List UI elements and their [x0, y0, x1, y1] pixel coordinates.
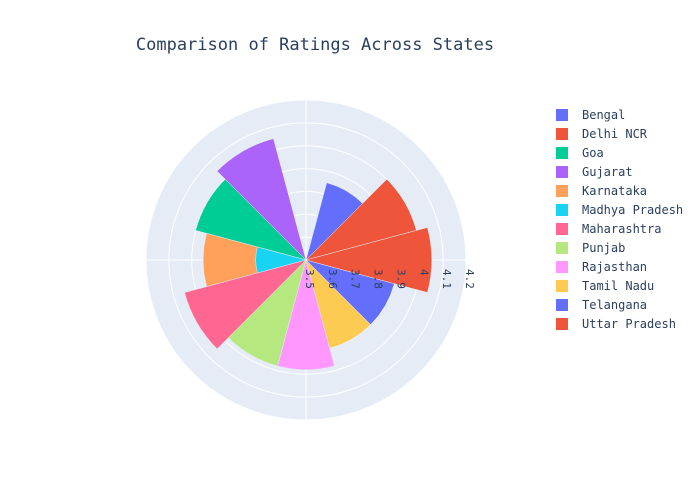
chart-title: Comparison of Ratings Across States	[136, 35, 494, 55]
legend-swatch	[556, 147, 568, 159]
radial-tick-label: 3.6	[326, 269, 339, 289]
bar-rajasthan	[277, 259, 335, 370]
legend-label: Delhi NCR	[582, 127, 648, 141]
legend-label: Goa	[582, 146, 604, 160]
legend-swatch	[556, 166, 568, 178]
legend-label: Maharashtra	[582, 222, 661, 236]
legend: Bengal Delhi NCR Goa Gujarat Karnataka Madhya…	[556, 108, 683, 331]
legend-swatch	[556, 299, 568, 311]
radial-tick-label: 4.1	[440, 269, 453, 289]
legend-swatch	[556, 109, 568, 121]
radial-tick-label: 3.7	[349, 269, 362, 289]
legend-swatch	[556, 280, 568, 292]
bar-gujarat	[216, 138, 307, 261]
legend-swatch	[556, 204, 568, 216]
legend-swatch	[556, 128, 568, 140]
radial-tick-label: 4.2	[463, 269, 476, 289]
radial-tick-label: 3.9	[394, 269, 407, 289]
legend-label: Gujarat	[582, 165, 633, 179]
legend-label: Tamil Nadu	[582, 279, 654, 293]
radial-tick-labels: 3.5 3.6 3.7 3.8 3.9 4 4.1 4.2	[303, 269, 476, 289]
legend-label: Madhya Pradesh	[582, 203, 683, 217]
legend-label: Rajasthan	[582, 260, 647, 274]
bar-maharashtra	[184, 259, 307, 350]
legend-label: Punjab	[582, 241, 625, 255]
legend-swatch	[556, 318, 568, 330]
legend-label: Karnataka	[582, 184, 647, 198]
legend-label: Telangana	[582, 298, 647, 312]
radial-tick-label: 3.5	[303, 269, 316, 289]
bar-uttar-pradesh	[305, 227, 432, 293]
legend-swatch	[556, 185, 568, 197]
legend-swatch	[556, 242, 568, 254]
radial-tick-label: 3.8	[372, 269, 385, 289]
legend-swatch	[556, 261, 568, 273]
legend-label: Bengal	[582, 108, 625, 122]
bars-layer	[184, 138, 432, 370]
legend-swatch	[556, 223, 568, 235]
legend-label: Uttar Pradesh	[582, 317, 676, 331]
radial-tick-label: 4	[417, 269, 430, 276]
